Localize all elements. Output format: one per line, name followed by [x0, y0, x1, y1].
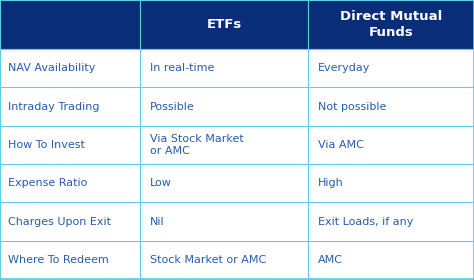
Text: Direct Mutual
Funds: Direct Mutual Funds — [340, 10, 442, 39]
Text: Via AMC: Via AMC — [318, 140, 364, 150]
Bar — [308, 49, 474, 87]
Bar — [140, 126, 308, 164]
Bar — [308, 164, 474, 202]
Bar — [0, 87, 140, 126]
Bar — [308, 0, 474, 49]
Text: Intraday Trading: Intraday Trading — [8, 102, 100, 111]
Bar — [140, 49, 308, 87]
Bar — [140, 0, 308, 49]
Text: Via Stock Market
or AMC: Via Stock Market or AMC — [150, 134, 244, 156]
Text: In real-time: In real-time — [150, 63, 214, 73]
Bar — [308, 87, 474, 126]
Text: Stock Market or AMC: Stock Market or AMC — [150, 255, 266, 265]
Bar — [0, 49, 140, 87]
Bar — [0, 164, 140, 202]
Text: NAV Availability: NAV Availability — [8, 63, 95, 73]
Text: Expense Ratio: Expense Ratio — [8, 178, 87, 188]
Text: How To Invest: How To Invest — [8, 140, 85, 150]
Text: Nil: Nil — [150, 217, 164, 227]
Text: Charges Upon Exit: Charges Upon Exit — [8, 217, 111, 227]
Bar — [308, 241, 474, 279]
Text: Everyday: Everyday — [318, 63, 371, 73]
Bar — [0, 126, 140, 164]
Bar — [140, 87, 308, 126]
Bar — [0, 202, 140, 241]
Bar — [308, 126, 474, 164]
Bar — [140, 202, 308, 241]
Bar — [308, 202, 474, 241]
Text: Possible: Possible — [150, 102, 195, 111]
Text: AMC: AMC — [318, 255, 343, 265]
Text: Where To Redeem: Where To Redeem — [8, 255, 109, 265]
Bar — [140, 241, 308, 279]
Text: Exit Loads, if any: Exit Loads, if any — [318, 217, 413, 227]
Text: High: High — [318, 178, 344, 188]
Text: Not possible: Not possible — [318, 102, 386, 111]
Text: Low: Low — [150, 178, 172, 188]
Bar — [140, 164, 308, 202]
Bar — [0, 241, 140, 279]
Bar — [0, 0, 140, 49]
Text: ETFs: ETFs — [206, 18, 242, 31]
